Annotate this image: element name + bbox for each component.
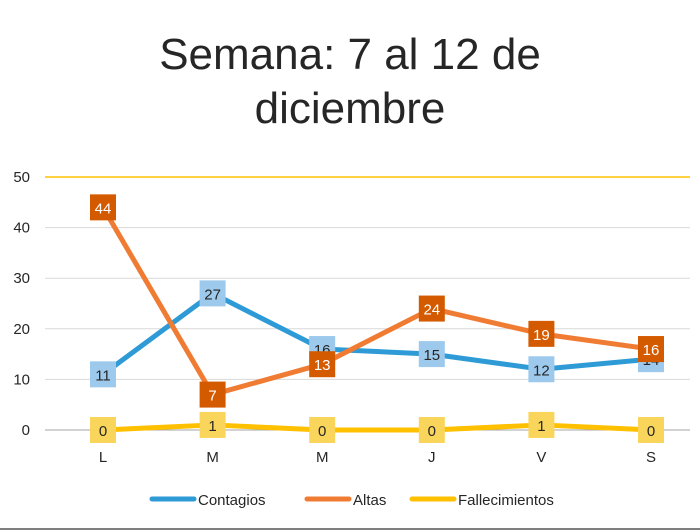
y-tick-label-10: 10 bbox=[13, 371, 30, 388]
data-point-fallecimientos-1 bbox=[199, 411, 226, 438]
data-label-altas-1: 7 bbox=[208, 388, 216, 405]
chart-title: Semana: 7 al 12 de diciembre bbox=[0, 28, 700, 136]
data-point-contagios-0 bbox=[90, 361, 116, 388]
data-label-altas-4: 19 bbox=[533, 327, 550, 344]
legend-label-altas: Altas bbox=[353, 492, 386, 509]
legend-label-contagios: Contagios bbox=[198, 492, 266, 509]
data-point-altas-3 bbox=[418, 295, 445, 322]
data-label-contagios-1: 27 bbox=[204, 286, 221, 303]
data-label-contagios-0: 11 bbox=[95, 367, 111, 384]
data-label-altas-5: 16 bbox=[643, 342, 660, 359]
data-label-fallecimientos-3: 0 bbox=[428, 423, 436, 440]
data-label-fallecimientos-0: 0 bbox=[99, 423, 107, 440]
chart-title-line-2: diciembre bbox=[254, 84, 446, 133]
x-tick-label-4: V bbox=[536, 449, 546, 466]
data-point-contagios-1 bbox=[199, 280, 226, 307]
legend-label-fallecimientos: Fallecimientos bbox=[458, 492, 554, 509]
y-tick-label-20: 20 bbox=[13, 321, 30, 338]
y-tick-label-0: 0 bbox=[22, 422, 30, 439]
x-tick-label-0: L bbox=[99, 449, 107, 466]
data-point-fallecimientos-3 bbox=[418, 417, 445, 443]
y-tick-label-50: 50 bbox=[13, 169, 30, 186]
data-label-contagios-4: 12 bbox=[533, 362, 550, 379]
x-tick-label-2: M bbox=[316, 449, 329, 466]
series-line-contagios bbox=[100, 290, 654, 377]
data-label-altas-3: 24 bbox=[423, 302, 440, 319]
data-label-contagios-3: 15 bbox=[423, 347, 440, 364]
data-label-fallecimientos-4: 1 bbox=[537, 418, 545, 435]
x-tick-label-3: J bbox=[428, 449, 436, 466]
data-label-fallecimientos-5: 0 bbox=[647, 423, 655, 440]
data-label-fallecimientos-1: 1 bbox=[208, 418, 216, 435]
data-label-altas-2: 13 bbox=[314, 357, 331, 374]
data-label-fallecimientos-2: 0 bbox=[318, 423, 326, 440]
data-point-altas-1 bbox=[199, 381, 226, 408]
series-line-altas bbox=[100, 204, 654, 398]
data-point-fallecimientos-0 bbox=[90, 417, 116, 443]
data-point-altas-2 bbox=[309, 351, 336, 378]
y-tick-label-30: 30 bbox=[13, 270, 30, 287]
data-point-contagios-3 bbox=[418, 341, 445, 368]
data-point-contagios-4 bbox=[528, 356, 555, 383]
data-point-altas-5 bbox=[638, 336, 664, 363]
x-tick-label-5: S bbox=[646, 449, 656, 466]
x-tick-label-1: M bbox=[206, 449, 219, 466]
data-label-altas-0: 44 bbox=[95, 200, 112, 217]
data-point-fallecimientos-5 bbox=[638, 417, 664, 443]
series-line-fallecimientos bbox=[100, 422, 654, 433]
bottom-divider bbox=[0, 528, 700, 530]
data-point-fallecimientos-2 bbox=[309, 417, 336, 443]
data-point-fallecimientos-4 bbox=[528, 411, 555, 438]
chart-title-line-1: Semana: 7 al 12 de bbox=[159, 30, 541, 79]
data-point-altas-0 bbox=[90, 194, 116, 221]
data-point-altas-4 bbox=[528, 320, 555, 347]
y-tick-label-40: 40 bbox=[13, 220, 30, 237]
